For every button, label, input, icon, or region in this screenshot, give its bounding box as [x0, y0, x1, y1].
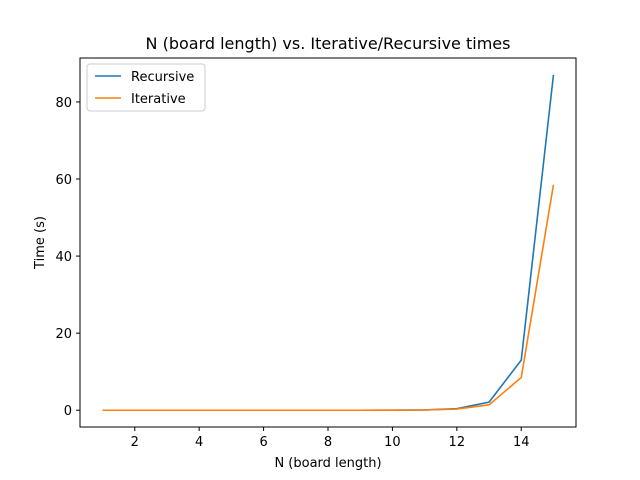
x-tick-label: 6: [259, 435, 267, 450]
y-tick-label: 60: [55, 173, 72, 188]
y-tick-label: 40: [55, 250, 72, 265]
chart-title: N (board length) vs. Iterative/Recursive…: [146, 34, 511, 53]
x-axis-ticks: 2 4 6 8 10 12 14: [131, 427, 530, 450]
y-tick-label: 0: [64, 404, 72, 419]
series-layer: [102, 74, 555, 412]
x-tick-label: 12: [449, 435, 466, 450]
y-tick-label: 20: [55, 327, 72, 342]
x-tick-label: 2: [131, 435, 139, 450]
y-axis-ticks: 0 20 40 60 80: [55, 96, 80, 419]
y-axis-label: Time (s): [33, 216, 48, 270]
y-tick-label: 80: [55, 96, 72, 111]
series-line-iterative: [102, 184, 555, 412]
x-tick-label: 14: [513, 435, 530, 450]
x-tick-label: 8: [324, 435, 332, 450]
x-axis-label: N (board length): [274, 456, 381, 471]
legend-label-iterative: Iterative: [131, 92, 186, 107]
x-tick-label: 4: [195, 435, 203, 450]
x-tick-label: 10: [384, 435, 401, 450]
legend-label-recursive: Recursive: [131, 70, 194, 85]
legend: Recursive Iterative: [86, 63, 206, 112]
